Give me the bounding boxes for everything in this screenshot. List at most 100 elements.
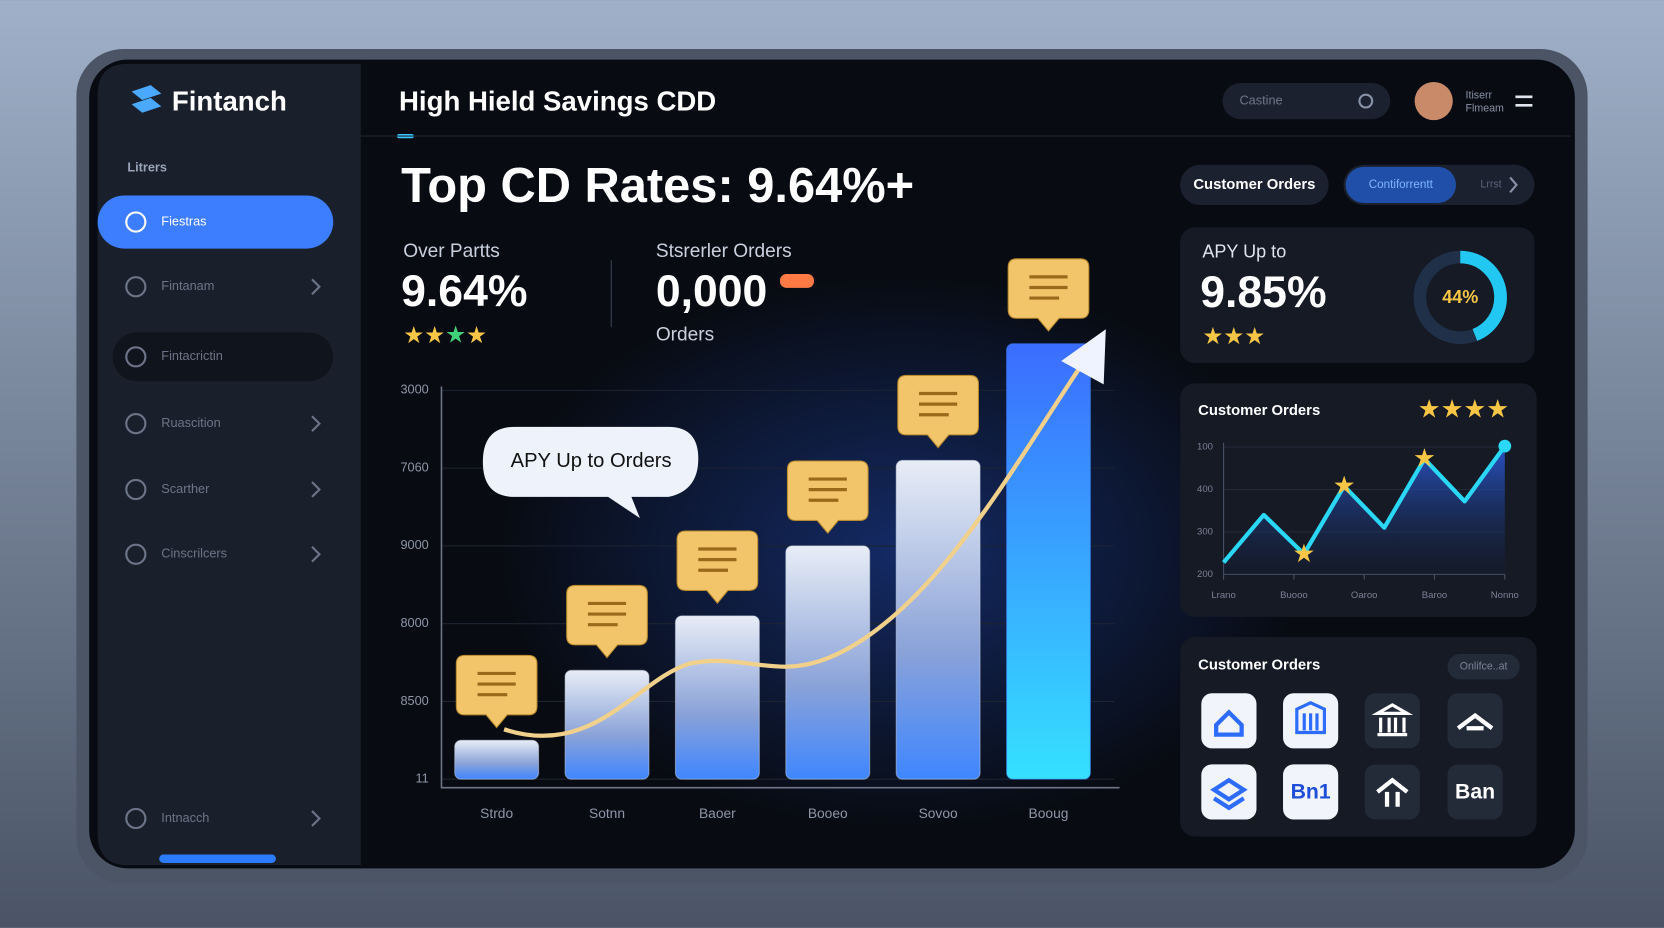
nav-label: Ruascition xyxy=(161,415,220,430)
nav-item[interactable]: Fiestras xyxy=(97,195,334,249)
nav-item[interactable]: Fintacrictin xyxy=(112,332,334,382)
menu-icon[interactable] xyxy=(1515,95,1533,107)
nav-chevron xyxy=(311,481,321,498)
bubble-lines xyxy=(1029,275,1068,300)
bubble-icon xyxy=(566,584,648,659)
nav-item[interactable]: Cinscrilcers xyxy=(125,543,321,565)
y-tick-label: 9000 xyxy=(400,537,428,552)
bubble-icon xyxy=(1007,258,1090,332)
axis xyxy=(440,386,1120,789)
bubble-lines xyxy=(919,391,958,417)
icon-tile[interactable] xyxy=(1201,693,1257,749)
y-tick-label: 11 xyxy=(416,771,429,786)
sidebar xyxy=(97,63,361,866)
icon xyxy=(1214,709,1244,737)
nav-item[interactable]: Ruascition xyxy=(125,413,321,435)
star-marker: ★ xyxy=(1333,472,1356,500)
chart-title: Customer Orders xyxy=(1198,403,1320,419)
stars: ★★★★ xyxy=(403,322,487,348)
nav-icon xyxy=(125,807,147,830)
donut xyxy=(1413,250,1507,345)
nav-icon xyxy=(125,413,147,435)
tab-label: Customer Orders xyxy=(1193,177,1315,193)
icon-tile[interactable] xyxy=(1364,693,1420,749)
stat-unit: Orders xyxy=(656,325,714,346)
x-tick-label: Booeo xyxy=(808,806,848,821)
icon-tile[interactable] xyxy=(1364,764,1420,820)
bubble-lines xyxy=(587,601,627,627)
icon xyxy=(1210,777,1248,811)
bank-icons: Bn1 Ban xyxy=(1201,693,1503,820)
nav-icon xyxy=(125,478,147,501)
avatar[interactable] xyxy=(1414,81,1453,121)
line xyxy=(1221,444,1507,564)
y-tick-label: 400 xyxy=(1197,484,1213,495)
tab[interactable] xyxy=(1180,164,1329,206)
nav-icon xyxy=(125,276,147,298)
bubble-lines xyxy=(698,547,737,572)
bubble-icon xyxy=(897,374,979,449)
bar xyxy=(785,545,871,780)
search-box[interactable] xyxy=(1222,83,1391,120)
bubble-icon xyxy=(676,530,759,604)
stat-value: 0,000 xyxy=(656,267,768,316)
user-name: Itiserr xyxy=(1466,90,1493,102)
nav-label: Cinscrilcers xyxy=(161,546,227,561)
bubble-lines xyxy=(477,671,516,697)
icons-card-title: Customer Orders xyxy=(1198,658,1320,674)
stars: ★★★★ xyxy=(1418,396,1509,424)
stat-label: Stsrerler Orders xyxy=(656,241,792,262)
y-tick-label: 7060 xyxy=(400,459,428,474)
bar-chart: 11 8500 8000 9000 7060 3000 Strdo Sotnn Baoer Boo… xyxy=(400,258,1120,821)
stars: ★★★ xyxy=(1202,323,1265,349)
star-marker: ★ xyxy=(1413,445,1436,473)
x-tick-label: Oaroo xyxy=(1351,590,1378,601)
annotation-bubble xyxy=(482,426,699,519)
nav-icon xyxy=(125,211,147,233)
bar xyxy=(895,459,981,780)
icon-tile[interactable] xyxy=(1201,764,1257,820)
nav-label: Intnacch xyxy=(161,810,209,825)
icon xyxy=(1456,712,1494,731)
x-tick-label: Nonno xyxy=(1491,590,1519,601)
nav-item[interactable]: Fintanam xyxy=(125,276,321,298)
x-tick-label: Baoer xyxy=(699,806,736,821)
nav-label: Fiestras xyxy=(161,213,206,228)
apy-value: 9.85% xyxy=(1200,268,1326,317)
page-title: High Hield Savings CDD xyxy=(399,85,716,116)
chevron[interactable] xyxy=(1509,176,1518,194)
icon-tile[interactable] xyxy=(1447,764,1503,820)
nav-label: Fintacrictin xyxy=(161,348,223,363)
nav-chevron xyxy=(311,810,321,827)
nav-label: Scarther xyxy=(161,481,210,496)
badge xyxy=(780,274,814,288)
nav-item[interactable]: Scarther xyxy=(125,478,321,501)
card-button[interactable] xyxy=(1447,653,1520,680)
arrow-head xyxy=(1061,329,1106,385)
tab-label: Contiforrentt xyxy=(1369,178,1434,191)
x-tick-label: Baroo xyxy=(1422,590,1447,601)
nav-active[interactable] xyxy=(97,195,334,249)
annotation: APY Up to Orders xyxy=(511,450,672,472)
stat-value: 9.64% xyxy=(401,267,527,316)
sidebar-heading: Litrers xyxy=(127,159,167,174)
tab-active[interactable] xyxy=(1345,166,1456,203)
nav: Fiestras Fintanam Fintacrictin Ruascition Sc… xyxy=(97,195,334,830)
nav-pill[interactable] xyxy=(112,332,334,382)
y-tick-label: 300 xyxy=(1197,526,1213,537)
y-tick-label: 100 xyxy=(1197,442,1213,453)
icon-tile[interactable] xyxy=(1447,693,1503,749)
stat-label: Over Partts xyxy=(403,241,500,262)
y-tick-label: 200 xyxy=(1197,569,1213,580)
icon-tile[interactable] xyxy=(1283,764,1339,820)
bubble-icon xyxy=(455,654,538,729)
end-point xyxy=(1498,439,1512,453)
nav-item[interactable]: Intnacch xyxy=(125,807,321,830)
icon-text: Bn1 xyxy=(1291,781,1331,804)
icon-text: Ban xyxy=(1455,781,1495,804)
donut-arc xyxy=(1413,250,1507,345)
x-tick-label: Sotnn xyxy=(589,806,625,821)
user-role: Flmeam xyxy=(1466,102,1504,114)
